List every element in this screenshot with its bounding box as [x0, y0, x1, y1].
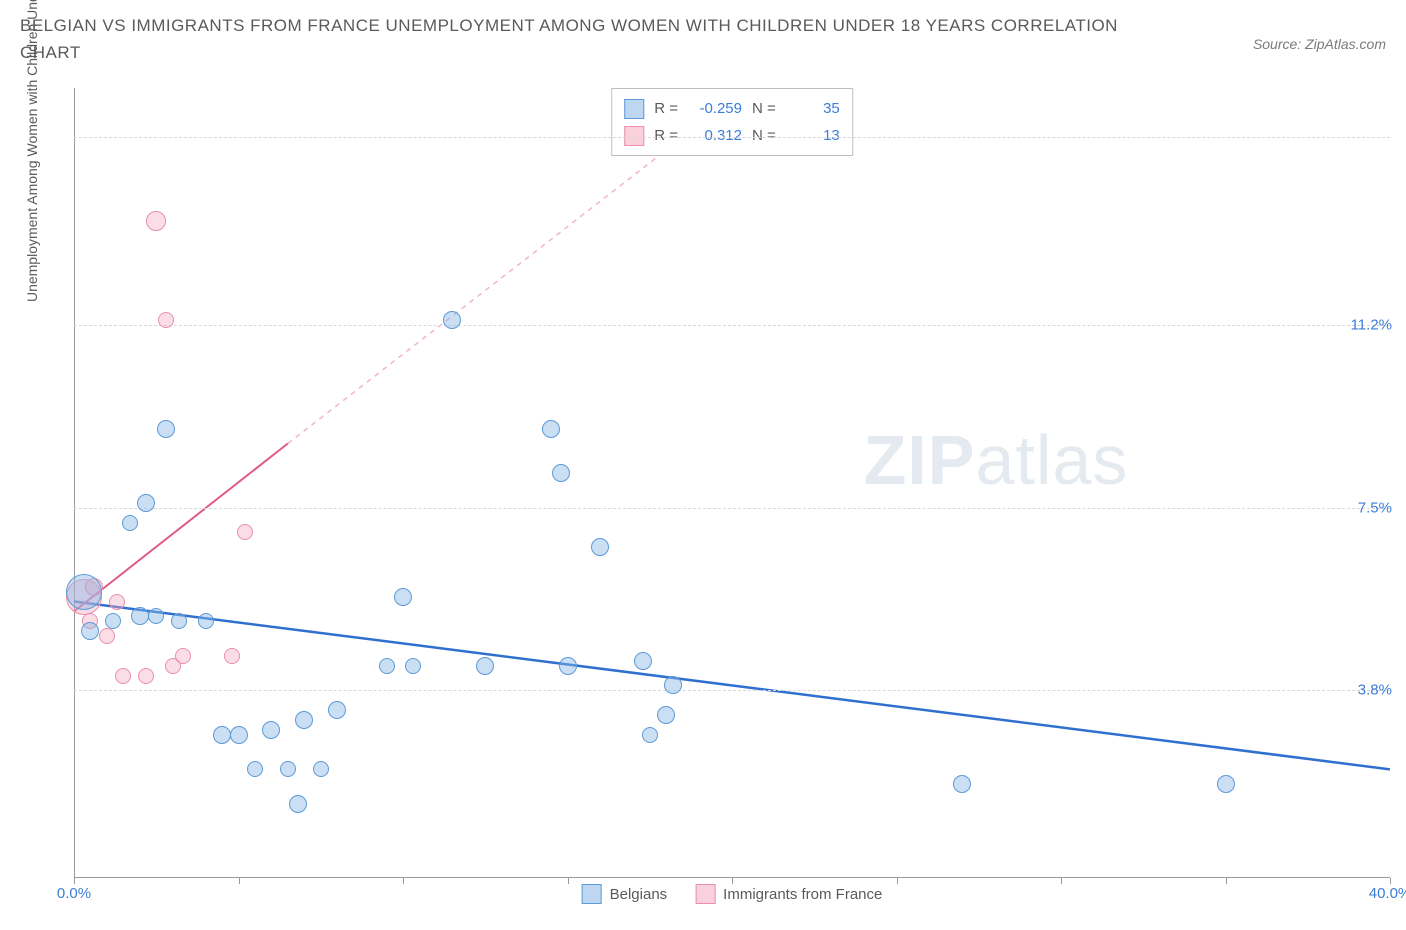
- data-point: [1217, 775, 1235, 793]
- data-point: [138, 668, 154, 684]
- y-tick-label: 11.2%: [1351, 317, 1392, 334]
- y-axis-line: [74, 88, 75, 878]
- data-point: [99, 628, 115, 644]
- watermark-bold: ZIP: [864, 421, 976, 499]
- chart-title: BELGIAN VS IMMIGRANTS FROM FRANCE UNEMPL…: [20, 12, 1120, 66]
- stat-n-label: N =: [752, 95, 776, 122]
- data-point: [634, 652, 652, 670]
- data-point: [313, 761, 329, 777]
- data-point: [148, 608, 164, 624]
- stat-n-label-2: N =: [752, 122, 776, 149]
- data-point: [379, 658, 395, 674]
- legend-item-france: Immigrants from France: [695, 884, 882, 904]
- data-point: [198, 613, 214, 629]
- data-point: [146, 211, 166, 231]
- data-point: [476, 657, 494, 675]
- swatch-blue-icon: [624, 99, 644, 119]
- data-point: [213, 726, 231, 744]
- data-point: [131, 607, 149, 625]
- stat-r-france: 0.312: [688, 122, 742, 149]
- watermark-light: atlas: [976, 421, 1129, 499]
- gridline: [74, 508, 1390, 509]
- data-point: [237, 524, 253, 540]
- data-point: [443, 311, 461, 329]
- x-tick: [568, 878, 569, 884]
- x-tick: [897, 878, 898, 884]
- legend-label-belgians: Belgians: [610, 886, 668, 903]
- scatter-plot: ZIPatlas R = -0.259 N = 35 R = 0.312 N =…: [74, 88, 1390, 878]
- data-point: [171, 613, 187, 629]
- data-point: [224, 648, 240, 664]
- y-tick-label: 3.8%: [1358, 682, 1392, 699]
- x-tick: [74, 878, 75, 884]
- data-point: [81, 622, 99, 640]
- gridline: [74, 137, 1390, 138]
- data-point: [642, 727, 658, 743]
- x-tick-label: 40.0%: [1369, 885, 1406, 902]
- watermark: ZIPatlas: [864, 420, 1129, 500]
- data-point: [542, 420, 560, 438]
- x-tick: [1061, 878, 1062, 884]
- x-tick: [403, 878, 404, 884]
- data-point: [664, 676, 682, 694]
- data-point: [552, 464, 570, 482]
- data-point: [158, 312, 174, 328]
- data-point: [559, 657, 577, 675]
- data-point: [66, 574, 102, 610]
- data-point: [137, 494, 155, 512]
- legend-item-belgians: Belgians: [582, 884, 668, 904]
- legend-label-france: Immigrants from France: [723, 886, 882, 903]
- data-point: [328, 701, 346, 719]
- chart-header: BELGIAN VS IMMIGRANTS FROM FRANCE UNEMPL…: [0, 0, 1406, 66]
- x-tick-label: 0.0%: [57, 885, 91, 902]
- data-point: [230, 726, 248, 744]
- stat-n-france: 13: [786, 122, 840, 149]
- data-point: [105, 613, 121, 629]
- y-tick-label: 7.5%: [1358, 499, 1392, 516]
- data-point: [122, 515, 138, 531]
- gridline: [74, 690, 1390, 691]
- x-tick: [1226, 878, 1227, 884]
- data-point: [280, 761, 296, 777]
- stat-r-label: R =: [654, 95, 678, 122]
- data-point: [157, 420, 175, 438]
- stat-r-label-2: R =: [654, 122, 678, 149]
- data-point: [109, 594, 125, 610]
- legend-swatch-pink-icon: [695, 884, 715, 904]
- chart-source: Source: ZipAtlas.com: [1253, 36, 1386, 52]
- x-tick: [1390, 878, 1391, 884]
- data-point: [175, 648, 191, 664]
- data-point: [247, 761, 263, 777]
- data-point: [405, 658, 421, 674]
- y-axis-label: Unemployment Among Women with Children U…: [24, 0, 40, 302]
- chart-area: Unemployment Among Women with Children U…: [50, 88, 1390, 878]
- stat-r-belgians: -0.259: [688, 95, 742, 122]
- data-point: [657, 706, 675, 724]
- data-point: [289, 795, 307, 813]
- data-point: [115, 668, 131, 684]
- stats-row-belgians: R = -0.259 N = 35: [624, 95, 840, 122]
- swatch-pink-icon: [624, 126, 644, 146]
- data-point: [591, 538, 609, 556]
- data-point: [295, 711, 313, 729]
- trend-lines: [74, 88, 1390, 878]
- legend-swatch-blue-icon: [582, 884, 602, 904]
- stats-box: R = -0.259 N = 35 R = 0.312 N = 13: [611, 88, 853, 156]
- x-tick: [239, 878, 240, 884]
- stats-row-france: R = 0.312 N = 13: [624, 122, 840, 149]
- data-point: [953, 775, 971, 793]
- gridline: [74, 325, 1390, 326]
- data-point: [394, 588, 412, 606]
- stat-n-belgians: 35: [786, 95, 840, 122]
- data-point: [262, 721, 280, 739]
- legend: Belgians Immigrants from France: [582, 884, 883, 904]
- x-tick: [732, 878, 733, 884]
